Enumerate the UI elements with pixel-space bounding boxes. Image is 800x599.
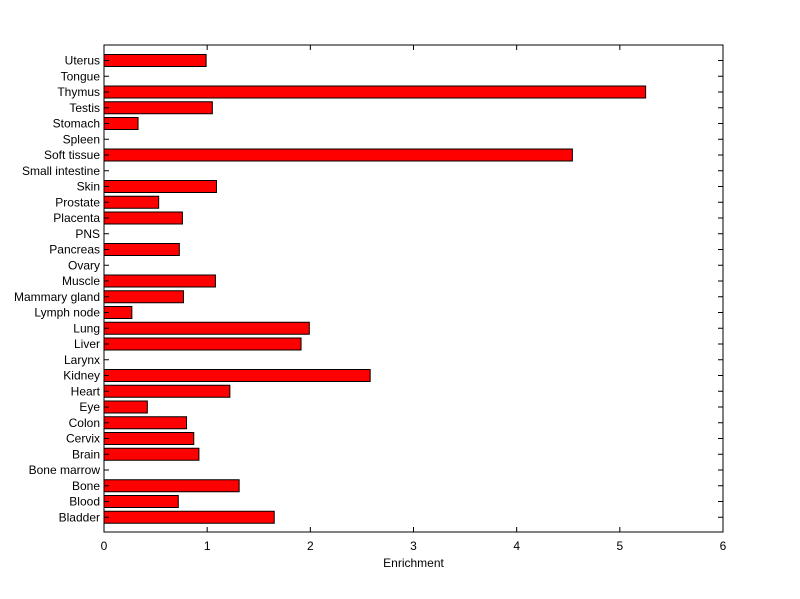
bar [103, 195, 160, 209]
bar [103, 148, 573, 162]
bar [103, 321, 310, 335]
x-tick-label: 5 [616, 539, 623, 553]
bar [103, 54, 207, 67]
bar [103, 447, 200, 461]
y-tick-label: Mammary gland [14, 290, 100, 304]
x-tick-label: 3 [410, 539, 417, 553]
y-tick-label: Small intestine [22, 164, 100, 178]
y-tick-label: Pancreas [49, 243, 100, 257]
x-tick-label: 0 [101, 539, 108, 553]
bar [103, 274, 216, 288]
bar [103, 85, 647, 99]
x-tick-label: 2 [307, 539, 314, 553]
y-tick-label: PNS [75, 227, 100, 241]
bar [103, 495, 179, 508]
y-tick-label: Spleen [63, 132, 100, 146]
y-tick-label: Soft tissue [44, 148, 100, 162]
y-tick-label: Skin [77, 180, 100, 194]
y-tick-label: Blood [69, 495, 100, 509]
y-tick-label: Cervix [66, 432, 100, 446]
x-tick-label: 6 [720, 539, 727, 553]
y-tick-label: Thymus [57, 85, 100, 99]
y-tick-label: Muscle [62, 274, 100, 288]
y-tick-label: Ovary [68, 258, 100, 272]
y-tick-label: Eye [79, 400, 100, 414]
y-tick-label: Liver [74, 337, 100, 351]
bar [103, 117, 139, 130]
x-tick-label: 4 [513, 539, 520, 553]
y-tick-label: Bone marrow [29, 463, 101, 477]
y-tick-label: Bone [72, 479, 100, 493]
y-tick-label: Colon [69, 416, 100, 430]
bar [103, 510, 275, 524]
bar [103, 180, 217, 193]
y-tick-label: Brain [72, 447, 100, 461]
bar [103, 243, 180, 256]
bar [103, 290, 184, 304]
bar [103, 211, 183, 225]
y-tick-label: Larynx [64, 353, 100, 367]
y-tick-label: Prostate [55, 195, 100, 209]
bar [103, 432, 195, 445]
bar [103, 416, 188, 430]
y-tick-label: Lymph node [34, 306, 100, 320]
x-tick-label: 1 [204, 539, 211, 553]
bar [103, 369, 371, 382]
bar [103, 337, 302, 351]
y-tick-label: Uterus [65, 54, 100, 68]
y-tick-label: Tongue [61, 69, 101, 83]
plot-area [104, 45, 723, 532]
bar [103, 479, 240, 493]
y-tick-label: Placenta [53, 211, 100, 225]
y-tick-label: Kidney [63, 369, 100, 383]
bar [103, 384, 231, 398]
bar [103, 400, 148, 414]
x-axis-title: Enrichment [383, 556, 444, 570]
plot-frame [103, 44, 724, 533]
y-tick-label: Lung [73, 321, 100, 335]
y-tick-label: Bladder [59, 510, 100, 524]
y-tick-label: Testis [69, 101, 100, 115]
bar [103, 101, 213, 115]
y-tick-label: Stomach [53, 117, 100, 131]
y-tick-label: Heart [71, 384, 101, 398]
